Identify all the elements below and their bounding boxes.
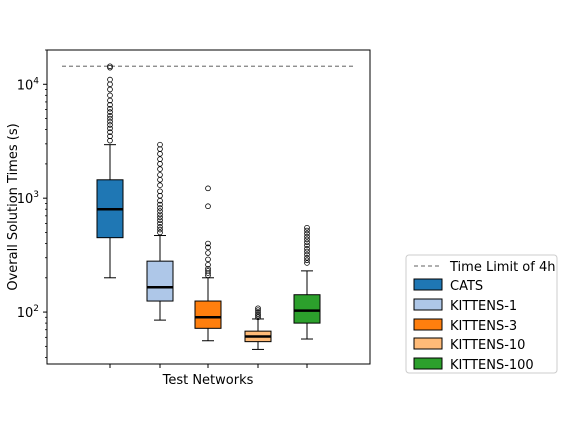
outlier-point (157, 166, 163, 172)
outlier-point (107, 129, 113, 135)
outlier-point (205, 250, 211, 256)
outlier-point (304, 239, 310, 246)
outlier-point (107, 118, 113, 125)
outlier-point (107, 125, 113, 132)
outlier-point (107, 115, 113, 122)
legend-swatch (413, 318, 443, 331)
outlier-point (157, 146, 163, 152)
iqr-box (293, 294, 321, 324)
outlier-point (304, 254, 310, 261)
outlier-point (255, 312, 261, 319)
outlier-point (255, 305, 261, 312)
legend-box (405, 254, 558, 374)
outlier-point (304, 236, 310, 243)
outlier-point (107, 86, 113, 93)
outlier-point (157, 177, 163, 183)
outlier-point (205, 262, 211, 268)
outlier-point (304, 257, 310, 264)
outlier-point (107, 97, 113, 104)
outlier-point (157, 151, 163, 157)
outlier-point (157, 201, 163, 208)
outlier-point (157, 205, 163, 211)
outlier-point (107, 133, 113, 140)
outlier-point (157, 229, 163, 236)
outlier-point (205, 268, 211, 274)
axes: Overall Solution Times (s) Test Networks… (6, 49, 371, 388)
legend-label: KITTENS-1 (450, 299, 517, 314)
legend-swatch (413, 357, 443, 370)
legend-swatch (413, 278, 443, 291)
outlier-point (157, 220, 163, 227)
outlier-point (107, 81, 113, 88)
outlier-point (205, 265, 211, 272)
outlier-point (205, 256, 211, 263)
outlier-point (304, 233, 310, 240)
outlier-point (304, 248, 310, 255)
iqr-box (194, 300, 222, 329)
outlier-point (157, 211, 163, 218)
outlier-point (304, 251, 310, 258)
outlier-point (157, 214, 163, 221)
outlier-point (205, 244, 211, 251)
outlier-point (157, 188, 163, 195)
outlier-point (255, 311, 261, 317)
y-tick-label: 102 (17, 304, 39, 321)
outlier-point (255, 314, 261, 321)
outlier-point (107, 105, 113, 112)
outlier-point (157, 208, 163, 214)
outlier-point (157, 156, 163, 162)
plot-area (62, 63, 355, 350)
legend-label: KITTENS-10 (450, 338, 525, 353)
outlier-point (157, 161, 163, 167)
outlier-point (157, 226, 163, 233)
legend-label: KITTENS-3 (450, 319, 517, 334)
outlier-point (157, 192, 163, 199)
box-kittens-1 (146, 141, 174, 321)
outlier-point (157, 217, 163, 224)
outlier-point (107, 63, 113, 70)
outlier-point (157, 141, 163, 148)
outlier-point (205, 185, 211, 192)
outlier-point (157, 182, 163, 189)
box-kittens-3 (194, 185, 222, 342)
box-cats (96, 63, 124, 279)
outlier-point (304, 224, 310, 231)
outlier-point (107, 92, 113, 99)
outlier-point (205, 203, 211, 210)
y-tick-label: 103 (17, 190, 39, 207)
y-axis-label: Overall Solution Times (s) (6, 123, 21, 290)
outlier-point (107, 112, 113, 119)
box-kittens-10 (244, 305, 272, 350)
legend-swatch (413, 298, 443, 311)
legend-swatch (413, 337, 443, 350)
outlier-point (304, 260, 310, 266)
outlier-point (304, 230, 310, 237)
legend-label: KITTENS-100 (450, 358, 534, 373)
legend-label-time-limit: Time Limit of 4h (449, 260, 555, 275)
outlier-point (304, 227, 310, 234)
y-tick-label: 104 (17, 76, 40, 93)
legend-label: CATS (450, 279, 483, 294)
outlier-point (304, 242, 310, 249)
box-kittens-100 (293, 224, 321, 340)
outlier-point (205, 240, 211, 247)
x-axis-label: Test Networks (162, 373, 254, 388)
outlier-point (255, 307, 261, 313)
outlier-point (107, 122, 113, 128)
outlier-point (107, 109, 113, 115)
outlier-point (205, 270, 211, 276)
outlier-point (107, 102, 113, 108)
outlier-point (157, 172, 163, 178)
outlier-point (107, 76, 113, 83)
outlier-point (255, 309, 261, 315)
outlier-point (157, 224, 163, 230)
legend: Time Limit of 4h CATS KITTENS-1 KITTENS-3 KI… (405, 254, 558, 374)
iqr-box (146, 260, 174, 302)
outlier-point (304, 245, 310, 252)
